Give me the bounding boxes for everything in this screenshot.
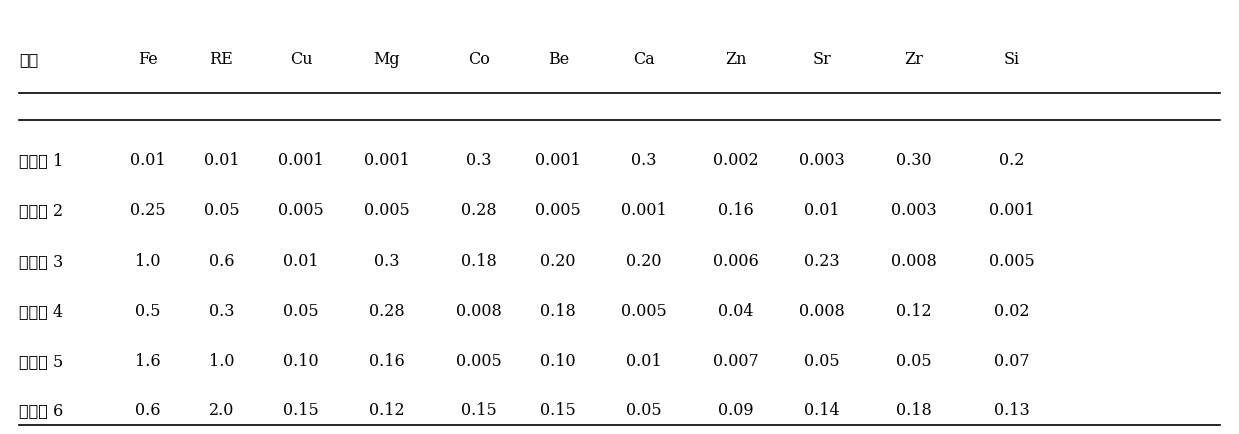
Text: 0.20: 0.20 (540, 253, 576, 270)
Text: 0.3: 0.3 (208, 303, 234, 320)
Text: 0.01: 0.01 (130, 152, 166, 169)
Text: 0.05: 0.05 (626, 402, 662, 419)
Text: 0.16: 0.16 (369, 353, 405, 371)
Text: 0.007: 0.007 (712, 353, 758, 371)
Text: 0.01: 0.01 (804, 202, 840, 219)
Text: 0.01: 0.01 (284, 253, 318, 270)
Text: Fe: Fe (138, 51, 157, 68)
Text: 0.002: 0.002 (714, 152, 758, 169)
Text: 0.28: 0.28 (461, 202, 497, 219)
Text: 实施例 3: 实施例 3 (19, 253, 63, 270)
Text: 0.005: 0.005 (621, 303, 667, 320)
Text: 0.23: 0.23 (804, 253, 840, 270)
Text: 0.5: 0.5 (135, 303, 161, 320)
Text: 0.001: 0.001 (364, 152, 410, 169)
Text: 实施例 5: 实施例 5 (19, 353, 63, 371)
Text: 2.0: 2.0 (208, 402, 234, 419)
Text: 0.04: 0.04 (719, 303, 753, 320)
Text: 0.3: 0.3 (466, 152, 492, 169)
Text: Mg: Mg (373, 51, 400, 68)
Text: 0.18: 0.18 (540, 303, 576, 320)
Text: 0.001: 0.001 (621, 202, 667, 219)
Text: 组别: 组别 (19, 51, 38, 68)
Text: 0.3: 0.3 (631, 152, 657, 169)
Text: 0.005: 0.005 (456, 353, 502, 371)
Text: 0.05: 0.05 (284, 303, 318, 320)
Text: 1.0: 1.0 (135, 253, 161, 270)
Text: 实施例 6: 实施例 6 (19, 402, 63, 419)
Text: 0.28: 0.28 (369, 303, 405, 320)
Text: 1.6: 1.6 (135, 353, 161, 371)
Text: Cu: Cu (290, 51, 312, 68)
Text: 0.003: 0.003 (799, 152, 845, 169)
Text: Co: Co (467, 51, 489, 68)
Text: 0.09: 0.09 (719, 402, 753, 419)
Text: 0.003: 0.003 (891, 202, 937, 219)
Text: 0.05: 0.05 (804, 353, 840, 371)
Text: 0.13: 0.13 (994, 402, 1030, 419)
Text: 0.3: 0.3 (374, 253, 399, 270)
Text: 0.001: 0.001 (535, 152, 581, 169)
Text: 0.12: 0.12 (896, 303, 932, 320)
Text: 0.2: 0.2 (999, 152, 1025, 169)
Text: Be: Be (548, 51, 569, 68)
Text: 0.01: 0.01 (626, 353, 662, 371)
Text: 0.20: 0.20 (626, 253, 662, 270)
Text: 0.15: 0.15 (461, 402, 497, 419)
Text: 0.05: 0.05 (203, 202, 239, 219)
Text: 0.008: 0.008 (891, 253, 937, 270)
Text: 0.07: 0.07 (994, 353, 1030, 371)
Text: 0.15: 0.15 (282, 402, 318, 419)
Text: 0.01: 0.01 (203, 152, 239, 169)
Text: 0.12: 0.12 (369, 402, 405, 419)
Text: 0.16: 0.16 (719, 202, 753, 219)
Text: Si: Si (1004, 51, 1020, 68)
Text: 0.005: 0.005 (989, 253, 1035, 270)
Text: Ca: Ca (633, 51, 655, 68)
Text: 实施例 4: 实施例 4 (19, 303, 63, 320)
Text: 1.0: 1.0 (208, 353, 234, 371)
Text: 0.005: 0.005 (535, 202, 581, 219)
Text: 0.18: 0.18 (461, 253, 497, 270)
Text: 0.25: 0.25 (130, 202, 166, 219)
Text: 0.001: 0.001 (989, 202, 1035, 219)
Text: 0.14: 0.14 (804, 402, 840, 419)
Text: 0.10: 0.10 (540, 353, 576, 371)
Text: 0.6: 0.6 (135, 402, 161, 419)
Text: Zr: Zr (904, 51, 923, 68)
Text: 0.10: 0.10 (284, 353, 318, 371)
Text: Zn: Zn (725, 51, 747, 68)
Text: 0.008: 0.008 (799, 303, 845, 320)
Text: 0.006: 0.006 (712, 253, 758, 270)
Text: 0.005: 0.005 (278, 202, 323, 219)
Text: Sr: Sr (813, 51, 831, 68)
Text: 实施例 1: 实施例 1 (19, 152, 63, 169)
Text: 0.18: 0.18 (896, 402, 932, 419)
Text: 0.02: 0.02 (994, 303, 1030, 320)
Text: 0.008: 0.008 (456, 303, 502, 320)
Text: 实施例 2: 实施例 2 (19, 202, 63, 219)
Text: 0.30: 0.30 (896, 152, 932, 169)
Text: RE: RE (209, 51, 233, 68)
Text: 0.001: 0.001 (278, 152, 323, 169)
Text: 0.15: 0.15 (540, 402, 576, 419)
Text: 0.6: 0.6 (208, 253, 234, 270)
Text: 0.005: 0.005 (364, 202, 410, 219)
Text: 0.05: 0.05 (896, 353, 932, 371)
